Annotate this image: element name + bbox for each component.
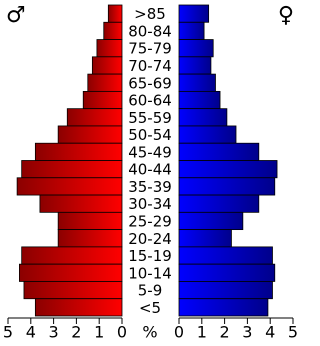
category-label: 30-34	[128, 195, 172, 213]
bar	[178, 108, 228, 127]
bar	[178, 90, 221, 110]
category-label: 40-44	[128, 161, 172, 179]
category-label: 55-59	[128, 109, 172, 127]
bar	[178, 263, 276, 282]
x-axis-label: %	[142, 323, 157, 342]
bar	[21, 160, 123, 179]
legend-label: ♂	[6, 3, 26, 28]
legend-label: ♀	[278, 3, 294, 28]
bar	[91, 56, 123, 75]
bar	[66, 108, 123, 127]
bar	[178, 194, 260, 213]
category-label: 20-24	[128, 230, 172, 248]
category-label: 75-79	[128, 40, 172, 58]
x-tick-label: 4	[265, 323, 275, 342]
category-label: 15-19	[128, 247, 172, 265]
bar	[178, 160, 278, 179]
x-tick-label: 3	[49, 323, 59, 342]
bar	[178, 142, 260, 161]
bar	[178, 125, 237, 144]
bar	[178, 73, 216, 92]
bar	[57, 125, 123, 144]
bar	[178, 4, 210, 23]
x-tick-label: 0	[117, 323, 127, 342]
x-tick-label: 2	[71, 323, 81, 342]
bar	[23, 281, 123, 300]
category-label: 70-74	[128, 57, 172, 75]
category-label: >85	[134, 5, 166, 23]
category-label: <5	[139, 299, 161, 317]
bar	[178, 281, 273, 300]
bar	[178, 39, 214, 58]
category-label: 50-54	[128, 126, 172, 144]
bar	[87, 73, 123, 92]
bar	[34, 142, 123, 161]
bar	[57, 229, 123, 248]
bar	[178, 211, 244, 231]
bar	[39, 194, 123, 213]
x-tick-label: 0	[174, 323, 184, 342]
bar	[178, 246, 273, 265]
category-label: 10-14	[128, 264, 172, 282]
bar	[178, 298, 269, 317]
bar	[103, 21, 123, 40]
x-tick-label: 5	[288, 323, 298, 342]
x-tick-label: 5	[3, 323, 13, 342]
x-tick-label: 4	[26, 323, 36, 342]
category-label: 35-39	[128, 178, 172, 196]
x-tick-label: 3	[242, 323, 252, 342]
category-label: 45-49	[128, 143, 172, 161]
x-tick-label: 1	[197, 323, 207, 342]
bar	[18, 263, 123, 282]
bar	[107, 4, 123, 23]
x-tick-label: 2	[220, 323, 230, 342]
category-label: 25-29	[128, 212, 172, 230]
bar	[16, 177, 123, 196]
bar	[178, 177, 276, 196]
category-label: 5-9	[138, 282, 163, 300]
bar	[57, 211, 123, 231]
category-label: 65-69	[128, 74, 172, 92]
category-label: 60-64	[128, 92, 172, 110]
bar	[178, 56, 212, 75]
category-label: 80-84	[128, 22, 172, 40]
x-tick-label: 1	[94, 323, 104, 342]
bar	[178, 21, 205, 40]
bar	[178, 229, 232, 248]
bar	[96, 39, 123, 58]
bar	[21, 246, 123, 265]
bar	[34, 298, 123, 317]
bar	[82, 90, 123, 110]
chart: >8580-8475-7970-7465-6960-6455-5950-5445…	[3, 3, 298, 342]
